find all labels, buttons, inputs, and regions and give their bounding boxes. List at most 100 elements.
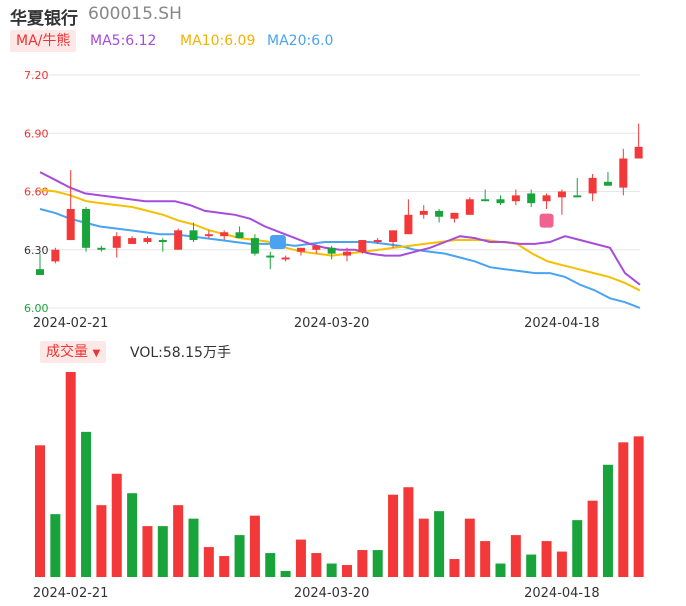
candle-body (36, 269, 44, 275)
volume-bar (203, 547, 214, 577)
x-tick-label: 2024-03-20 (294, 586, 370, 601)
candle-body (481, 199, 490, 202)
candle-body (266, 255, 275, 258)
volume-label: 成交量 (46, 344, 88, 360)
candle-body (389, 230, 398, 242)
candle-body (174, 230, 183, 250)
candle-body (557, 191, 566, 198)
volume-bar (464, 518, 475, 577)
candle-body (204, 234, 213, 237)
candle-body (189, 230, 198, 241)
volume-bar (602, 464, 613, 577)
y-tick-label: 7.20 (24, 69, 49, 82)
x-tick-label: 2024-04-18 (524, 316, 600, 331)
volume-bar (618, 442, 629, 577)
ma20-line (39, 208, 641, 309)
candle-body (358, 240, 367, 252)
volume-bar (35, 445, 45, 577)
candle-body (51, 249, 60, 262)
volume-bar (65, 372, 76, 577)
y-tick-label: 6.90 (24, 127, 49, 140)
candle-body (128, 238, 137, 244)
ma20-legend: MA20:6.0 (267, 33, 334, 49)
volume-bar (480, 541, 491, 577)
volume-bar (526, 554, 537, 577)
candle-body (527, 193, 536, 204)
volume-bar (234, 535, 245, 577)
volume-bar (280, 571, 291, 577)
volume-bar (587, 500, 598, 577)
candle-body (511, 195, 520, 202)
ma-toggle-tag[interactable]: MA/牛熊 (10, 30, 77, 52)
candle-body (82, 208, 91, 248)
candle-body (312, 245, 321, 250)
volume-bar (219, 556, 230, 577)
candle-body (281, 257, 290, 260)
volume-bar (188, 518, 199, 577)
candle-body (404, 214, 413, 235)
volume-bar (372, 550, 383, 577)
volume-bar (418, 518, 429, 577)
volume-bar (449, 559, 460, 577)
candle-body (112, 236, 121, 248)
volume-bar (495, 563, 506, 577)
candle-body (435, 210, 444, 217)
volume-bar (388, 494, 399, 577)
x-tick-label: 2024-04-18 (524, 586, 600, 601)
candle-body (66, 208, 75, 241)
volume-bar (295, 539, 306, 577)
candle-body (450, 212, 459, 219)
candle-body (97, 247, 106, 250)
ma5-legend: MA5:6.12 (90, 33, 157, 49)
candle-body (250, 238, 259, 254)
volume-bar (357, 550, 368, 577)
volume-bar (403, 487, 414, 577)
volume-bar (572, 520, 583, 577)
candle-body (143, 238, 152, 242)
candle-body (343, 251, 351, 256)
candle-body (327, 247, 336, 254)
volume-bar (342, 565, 352, 577)
volume-selector[interactable]: 成交量 ▼ (40, 341, 107, 363)
volume-bar (96, 505, 107, 577)
x-tick-label: 2024-02-21 (33, 586, 109, 601)
volume-bar (311, 553, 322, 577)
candle-body (296, 247, 305, 252)
volume-bar (510, 535, 521, 577)
candle-body (158, 240, 167, 242)
event-marker-icon (539, 213, 554, 228)
candle-body (542, 195, 551, 202)
stock-code: 600015.SH (88, 4, 182, 24)
y-tick-label: 6.60 (24, 186, 49, 199)
candle-body (465, 199, 474, 215)
volume-value: VOL:58.15万手 (130, 345, 231, 361)
candle-body (235, 232, 244, 239)
volume-bar (326, 563, 337, 577)
volume-bar (50, 514, 61, 577)
x-tick-label: 2024-02-21 (33, 316, 109, 331)
volume-bar (127, 493, 138, 577)
volume-bar (81, 431, 92, 577)
volume-bar (157, 526, 168, 577)
ma10-line (39, 188, 641, 292)
candle-body (373, 240, 382, 242)
ma10-legend: MA10:6.09 (180, 33, 256, 49)
x-tick-label: 2024-03-20 (294, 316, 370, 331)
candle-body (419, 210, 428, 215)
dropdown-arrow-icon: ▼ (92, 348, 101, 359)
candle-body (619, 158, 628, 188)
volume-bar (142, 526, 153, 577)
volume-bar (111, 473, 122, 577)
candle-body (496, 199, 505, 204)
candle-body (634, 146, 643, 159)
volume-bar (434, 511, 445, 577)
volume-chart: 2024-02-21 2024-03-20 2024-04-18 (33, 372, 644, 601)
stock-name: 华夏银行 (10, 9, 78, 29)
event-marker-icon (269, 234, 286, 249)
volume-bar (265, 553, 276, 577)
y-tick-label: 6.30 (24, 244, 49, 257)
volume-bar (556, 551, 567, 577)
ma5-line (39, 171, 641, 286)
candle-body (603, 181, 612, 186)
